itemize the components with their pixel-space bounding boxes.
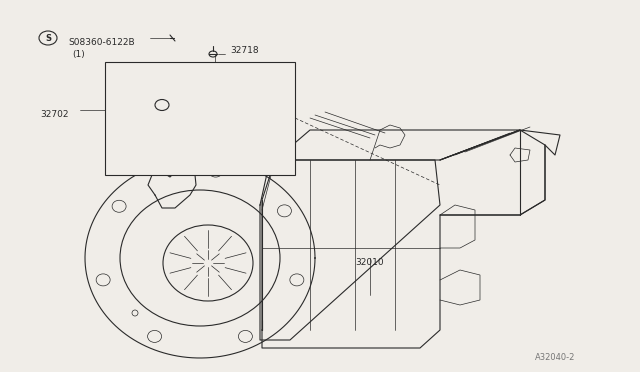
Text: S: S [45,33,51,42]
Text: A32040-2: A32040-2 [534,353,575,362]
Text: 32707: 32707 [187,162,216,171]
Text: 32703: 32703 [258,85,287,94]
Text: 32710: 32710 [192,120,221,129]
Text: 32709: 32709 [235,133,264,142]
Bar [105,62,295,175]
Text: 32702: 32702 [40,110,68,119]
Text: S08360-6122B: S08360-6122B [68,38,134,47]
Text: (1): (1) [72,50,84,59]
Text: 32718: 32718 [230,46,259,55]
Text: 32010: 32010 [355,258,383,267]
Text: 32712: 32712 [133,103,161,112]
